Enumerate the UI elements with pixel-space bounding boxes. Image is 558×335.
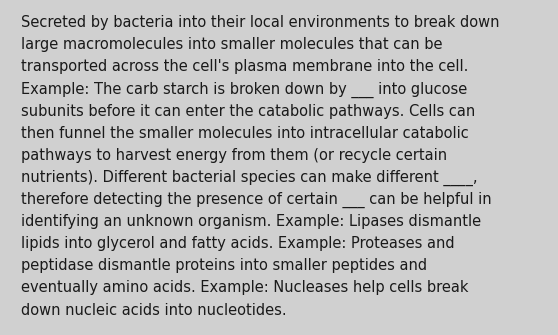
Text: Example: The carb starch is broken down by ___ into glucose: Example: The carb starch is broken down …: [21, 81, 468, 97]
Text: Secreted by bacteria into their local environments to break down: Secreted by bacteria into their local en…: [21, 15, 500, 30]
Text: then funnel the smaller molecules into intracellular catabolic: then funnel the smaller molecules into i…: [21, 126, 469, 141]
Text: subunits before it can enter the catabolic pathways. Cells can: subunits before it can enter the catabol…: [21, 104, 475, 119]
Text: identifying an unknown organism. Example: Lipases dismantle: identifying an unknown organism. Example…: [21, 214, 482, 229]
Text: large macromolecules into smaller molecules that can be: large macromolecules into smaller molecu…: [21, 37, 442, 52]
Text: peptidase dismantle proteins into smaller peptides and: peptidase dismantle proteins into smalle…: [21, 258, 427, 273]
Text: nutrients). Different bacterial species can make different ____,: nutrients). Different bacterial species …: [21, 170, 478, 186]
Text: transported across the cell's plasma membrane into the cell.: transported across the cell's plasma mem…: [21, 59, 469, 74]
Text: eventually amino acids. Example: Nucleases help cells break: eventually amino acids. Example: Nucleas…: [21, 280, 469, 295]
Text: pathways to harvest energy from them (or recycle certain: pathways to harvest energy from them (or…: [21, 148, 448, 163]
Text: lipids into glycerol and fatty acids. Example: Proteases and: lipids into glycerol and fatty acids. Ex…: [21, 236, 455, 251]
Text: therefore detecting the presence of certain ___ can be helpful in: therefore detecting the presence of cert…: [21, 192, 492, 208]
Text: down nucleic acids into nucleotides.: down nucleic acids into nucleotides.: [21, 303, 287, 318]
